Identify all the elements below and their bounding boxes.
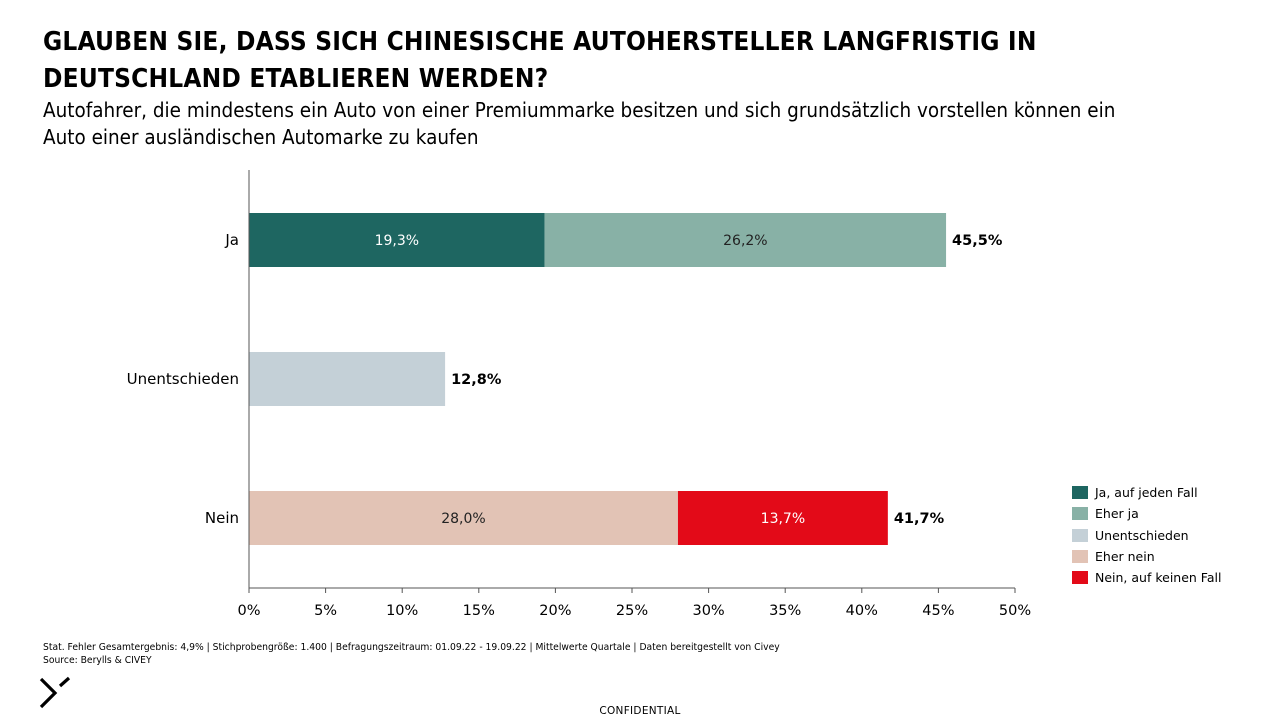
footnote: Stat. Fehler Gesamtergebnis: 4,9% | Stic…	[43, 641, 780, 667]
legend-label: Nein, auf keinen Fall	[1095, 570, 1222, 586]
legend-swatch	[1072, 507, 1088, 521]
legend-item: Nein, auf keinen Fall	[1072, 567, 1221, 588]
x-tick-label: 10%	[386, 603, 418, 619]
category-label: Unentschieden	[127, 370, 239, 388]
x-tick-label: 15%	[463, 603, 495, 619]
legend-label: Ja, auf jeden Fall	[1095, 485, 1198, 501]
stacked-bar-chart: 19,3% 26,2% 45,5% Ja 12,8% Unentschieden 28,0%…	[127, 170, 1031, 619]
legend-label: Eher nein	[1095, 549, 1155, 565]
bar-segment	[249, 491, 678, 545]
legend-label: Unentschieden	[1095, 527, 1189, 543]
legend-swatch	[1072, 571, 1088, 585]
x-tick-label: 5%	[314, 603, 337, 619]
category-label: Ja	[224, 231, 239, 249]
x-tick-label: 20%	[539, 603, 571, 619]
legend-swatch	[1072, 486, 1088, 500]
x-tick-label: 50%	[999, 603, 1031, 619]
footnote-stats: Stat. Fehler Gesamtergebnis: 4,9% | Stic…	[43, 642, 780, 653]
data-label: 13,7%	[761, 511, 805, 527]
confidential-label: CONFIDENTIAL	[599, 705, 681, 717]
legend-label: Eher ja	[1095, 506, 1139, 522]
x-tick-label: 35%	[769, 603, 801, 619]
data-label: 26,2%	[723, 233, 767, 249]
bar-segment	[249, 352, 446, 406]
x-tick-label: 0%	[237, 603, 260, 619]
total-label: 12,8%	[451, 372, 502, 388]
x-tick-label: 30%	[692, 603, 724, 619]
data-label: 28,0%	[441, 511, 485, 527]
footnote-source: Source: Berylls & CIVEY	[43, 655, 152, 666]
chart-subtitle: Autofahrer, die mindestens ein Auto von …	[43, 98, 1116, 149]
total-label: 41,7%	[894, 511, 945, 527]
legend-swatch	[1072, 528, 1088, 542]
legend-item: Ja, auf jeden Fall	[1072, 482, 1221, 503]
x-tick-label: 40%	[846, 603, 878, 619]
berylls-chevron-logo-icon	[39, 676, 71, 709]
x-tick-label: 45%	[922, 603, 954, 619]
legend-item: Eher ja	[1072, 503, 1221, 524]
total-label: 45,5%	[952, 233, 1003, 249]
legend-swatch	[1072, 550, 1088, 564]
bar-segment	[544, 213, 947, 267]
chart-legend: Ja, auf jeden Fall Eher ja Unentschieden Eh…	[1072, 482, 1221, 588]
legend-item: Unentschieden	[1072, 525, 1221, 546]
legend-item: Eher nein	[1072, 546, 1221, 567]
x-tick-label: 25%	[616, 603, 648, 619]
data-label: 19,3%	[375, 233, 419, 249]
chart-title: GLAUBEN SIE, DASS SICH CHINESISCHE AUTOH…	[43, 27, 1037, 94]
bar-segment	[249, 213, 545, 267]
category-label: Nein	[205, 509, 239, 527]
bar-segment	[677, 491, 888, 545]
